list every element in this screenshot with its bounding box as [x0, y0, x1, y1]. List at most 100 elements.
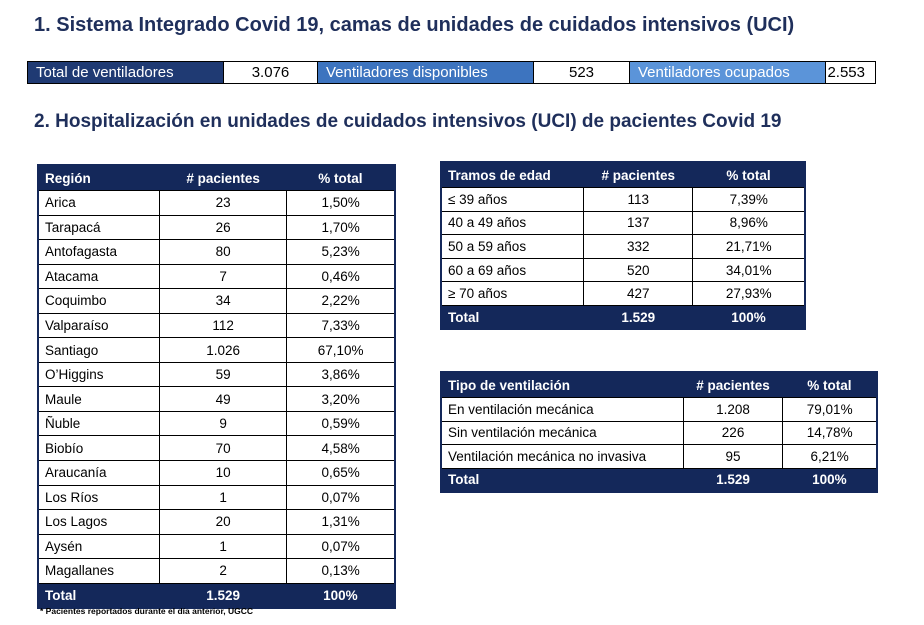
- table-cell: Valparaíso: [37, 312, 160, 339]
- table-cell: 34,01%: [692, 257, 806, 283]
- total-cell: Total: [441, 468, 684, 492]
- table-cell: 26: [158, 214, 288, 241]
- column-header: # pacientes: [159, 165, 287, 191]
- total-row: Total 1.529 100%: [38, 583, 395, 608]
- table-cell: Araucanía: [37, 460, 160, 486]
- table-row: 60 a 69 años 520 34,01%: [440, 257, 806, 283]
- table-cell: 7: [158, 263, 288, 290]
- table-row: Aysén 1 0,07%: [37, 533, 396, 560]
- total-cell: 100%: [782, 468, 877, 492]
- table-cell: 8,96%: [692, 210, 806, 236]
- table-cell: 59: [158, 361, 288, 388]
- table-cell: Maule: [37, 386, 160, 412]
- table-cell: 0,13%: [286, 558, 396, 584]
- table-cell: Ventilación mecánica no invasiva: [440, 444, 684, 469]
- section2-title: 2. Hospitalización en unidades de cuidad…: [34, 111, 782, 132]
- table-row: Maule 49 3,20%: [37, 386, 396, 412]
- table-cell: 80: [158, 239, 288, 265]
- table-row: Los Lagos 20 1,31%: [37, 509, 396, 535]
- table-row: Ventilación mecánica no invasiva 95 6,21%: [440, 444, 878, 469]
- table-cell: 0,46%: [286, 263, 396, 290]
- table-cell: Aysén: [37, 533, 160, 560]
- table-row: En ventilación mecánica 1.208 79,01%: [440, 397, 878, 422]
- table-cell: Sin ventilación mecánica: [440, 420, 684, 446]
- column-header: % total: [782, 372, 877, 398]
- total-row: Total 1.529 100%: [441, 468, 877, 492]
- table-row: ≤ 39 años 113 7,39%: [440, 187, 806, 212]
- table-cell: 23: [158, 190, 288, 216]
- table-cell: O’Higgins: [37, 361, 160, 388]
- table-row: Antofagasta 80 5,23%: [37, 239, 396, 265]
- table-cell: Santiago: [37, 337, 160, 363]
- table-cell: Los Ríos: [37, 484, 160, 511]
- table-cell: 7,33%: [286, 312, 396, 339]
- age-table: Tramos de edad # pacientes% total ≤ 39 añ…: [440, 161, 806, 331]
- table-cell: 95: [682, 444, 784, 469]
- table-cell: 137: [582, 210, 694, 236]
- total-cell: 1.529: [583, 305, 693, 330]
- table-cell: 3,86%: [286, 361, 396, 388]
- total-row: Total 1.529 100%: [441, 305, 805, 330]
- table-cell: 1: [158, 484, 288, 511]
- total-cell: 100%: [286, 583, 395, 608]
- table-row: Sin ventilación mecánica 226 14,78%: [440, 420, 878, 446]
- table-cell: 1,70%: [286, 214, 396, 241]
- total-ventilators-label: Total de ventiladores: [28, 62, 224, 83]
- table-header-row: Tramos de edad # pacientes% total: [441, 162, 805, 188]
- table-cell: 14,78%: [782, 420, 878, 446]
- table-cell: Atacama: [37, 263, 160, 290]
- ventilator-summary-bar: Total de ventiladores 3.076 Ventiladores…: [27, 61, 876, 84]
- table-header-row: Región # pacientes% total: [38, 165, 395, 191]
- table-row: Atacama 7 0,46%: [37, 263, 396, 290]
- table-row: Biobío 70 4,58%: [37, 435, 396, 462]
- total-cell: Total: [38, 583, 160, 608]
- table-cell: 1,50%: [286, 190, 396, 216]
- available-ventilators-value: 523: [534, 62, 630, 83]
- table-row: Araucanía 10 0,65%: [37, 460, 396, 486]
- available-ventilators-label: Ventiladores disponibles: [318, 62, 534, 83]
- table-row: ≥ 70 años 427 27,93%: [440, 281, 806, 306]
- table-cell: 3,20%: [286, 386, 396, 412]
- occupied-ventilators-value: 2.553: [826, 62, 875, 83]
- table-cell: 40 a 49 años: [440, 210, 584, 236]
- table-cell: Coquimbo: [37, 288, 160, 314]
- footnote: * Pacientes reportados durante el día an…: [40, 606, 254, 616]
- table-cell: 0,65%: [286, 460, 396, 486]
- table-cell: 332: [582, 234, 694, 259]
- table-cell: 226: [682, 420, 784, 446]
- table-cell: Arica: [37, 190, 160, 216]
- ventilation-type-table: Tipo de ventilación # pacientes% total En…: [440, 371, 878, 493]
- table-row: Ñuble 9 0,59%: [37, 410, 396, 437]
- total-cell: 1.529: [159, 583, 287, 608]
- column-header: Tipo de ventilación: [441, 372, 684, 398]
- table-cell: 0,07%: [286, 533, 396, 560]
- table-cell: Tarapacá: [37, 214, 160, 241]
- table-cell: 6,21%: [782, 444, 878, 469]
- table-header-row: Tipo de ventilación # pacientes% total: [441, 372, 877, 398]
- table-cell: 21,71%: [692, 234, 806, 259]
- table-row: Arica 23 1,50%: [37, 190, 396, 216]
- total-ventilators-value: 3.076: [224, 62, 318, 83]
- table-cell: 427: [582, 281, 694, 306]
- table-cell: 1,31%: [286, 509, 396, 535]
- column-header: Tramos de edad: [441, 162, 584, 188]
- table-row: Valparaíso 112 7,33%: [37, 312, 396, 339]
- table-row: O’Higgins 59 3,86%: [37, 361, 396, 388]
- column-header: # pacientes: [583, 162, 693, 188]
- table-cell: 113: [582, 187, 694, 212]
- table-row: Santiago 1.026 67,10%: [37, 337, 396, 363]
- table-cell: 20: [158, 509, 288, 535]
- table-cell: ≤ 39 años: [440, 187, 584, 212]
- total-cell: 1.529: [683, 468, 783, 492]
- total-cell: 100%: [692, 305, 805, 330]
- table-cell: 520: [582, 257, 694, 283]
- table-cell: 2: [158, 558, 288, 584]
- table-cell: 49: [158, 386, 288, 412]
- table-cell: 0,59%: [286, 410, 396, 437]
- section1-title: 1. Sistema Integrado Covid 19, camas de …: [34, 14, 795, 36]
- table-row: Coquimbo 34 2,22%: [37, 288, 396, 314]
- table-row: Magallanes 2 0,13%: [37, 558, 396, 584]
- table-cell: 70: [158, 435, 288, 462]
- table-cell: 10: [158, 460, 288, 486]
- table-row: 50 a 59 años 332 21,71%: [440, 234, 806, 259]
